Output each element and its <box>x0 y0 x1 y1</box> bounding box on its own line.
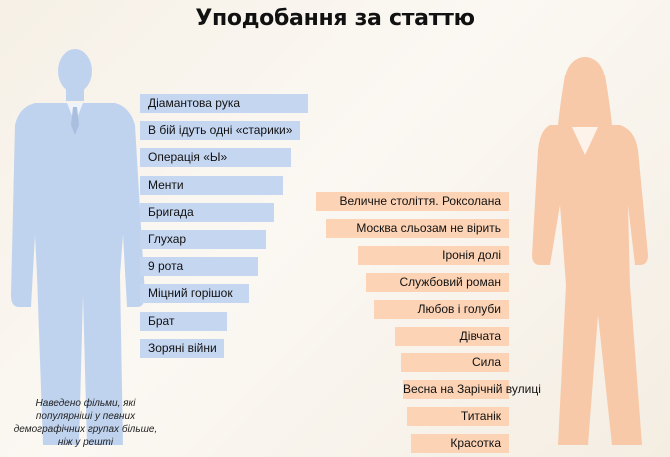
male-bar: Операція «Ы» <box>140 148 291 167</box>
male-bar: В бій ідуть одні «старики» <box>140 121 300 140</box>
male-bar: Бригада <box>140 203 274 222</box>
female-bar: Титанік <box>407 407 509 426</box>
female-bar: Величне століття. Роксолана <box>316 192 509 211</box>
male-bar: Менти <box>140 176 283 195</box>
male-silhouette-icon <box>11 49 145 445</box>
female-bar: Красотка <box>411 434 509 453</box>
female-silhouette-icon <box>532 57 648 445</box>
male-bar: Зоряні війни <box>140 339 224 358</box>
female-bar: Службовий роман <box>366 273 509 292</box>
footnote: Наведено фільми, які популярніші у певни… <box>13 398 158 448</box>
female-bar: Дівчата <box>395 327 509 346</box>
male-bar: Глухар <box>140 230 266 249</box>
female-bar: Любов і голуби <box>374 300 509 319</box>
chart-title: Уподобання за статтю <box>195 6 475 31</box>
male-bar: Діамантова рука <box>140 94 308 113</box>
female-bar: Москва сльозам не вірить <box>326 219 509 238</box>
male-bar: 9 рота <box>140 257 258 276</box>
female-bar: Іронія долі <box>358 246 509 265</box>
male-bar: Брат <box>140 312 227 331</box>
female-bar: Весна на Зарічній вулиці <box>403 380 541 399</box>
female-bar: Сила <box>401 353 509 372</box>
male-bar: Міцний горішок <box>140 284 249 303</box>
